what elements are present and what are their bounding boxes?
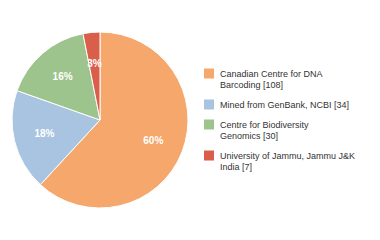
legend-item: Canadian Centre for DNABarcoding [108]: [204, 69, 323, 91]
legend-label-line: Mined from GenBank, NCBI [34]: [220, 100, 349, 110]
legend-label-line: Barcoding [108]: [220, 80, 283, 90]
legend-item: Centre for BiodiversityGenomics [30]: [204, 120, 309, 142]
legend-label: Mined from GenBank, NCBI [34]: [220, 100, 349, 110]
legend-label-line: India [7]: [220, 162, 252, 172]
data-label: 60%: [143, 135, 163, 146]
legend-swatch: [204, 120, 214, 130]
data-label: 18%: [34, 128, 54, 139]
pie-slice: [83, 32, 100, 120]
data-labels: 60% 18% 16% 3%: [34, 58, 163, 147]
legend-label-line: University of Jammu, Jammu J&K: [220, 151, 355, 161]
legend-swatch: [204, 69, 214, 79]
legend-label-line: Genomics [30]: [220, 131, 278, 141]
legend: Canadian Centre for DNABarcoding [108] Mi…: [204, 69, 355, 173]
legend-label: Canadian Centre for DNABarcoding [108]: [220, 69, 323, 90]
legend-swatch: [204, 151, 214, 161]
legend-swatch: [204, 100, 214, 110]
legend-item: Mined from GenBank, NCBI [34]: [204, 100, 349, 111]
chart: 60% 18% 16% 3% Canadian Centre for DNABarcod…: [0, 0, 380, 240]
legend-label-line: Canadian Centre for DNA: [220, 69, 323, 79]
legend-label: Centre for BiodiversityGenomics [30]: [220, 120, 309, 141]
legend-item: University of Jammu, Jammu J&KIndia [7]: [204, 151, 355, 173]
pie: [12, 32, 188, 208]
data-label: 3%: [87, 58, 102, 69]
legend-label-line: Centre for Biodiversity: [220, 120, 309, 130]
data-label: 16%: [53, 71, 73, 82]
legend-label: University of Jammu, Jammu J&KIndia [7]: [220, 151, 355, 172]
